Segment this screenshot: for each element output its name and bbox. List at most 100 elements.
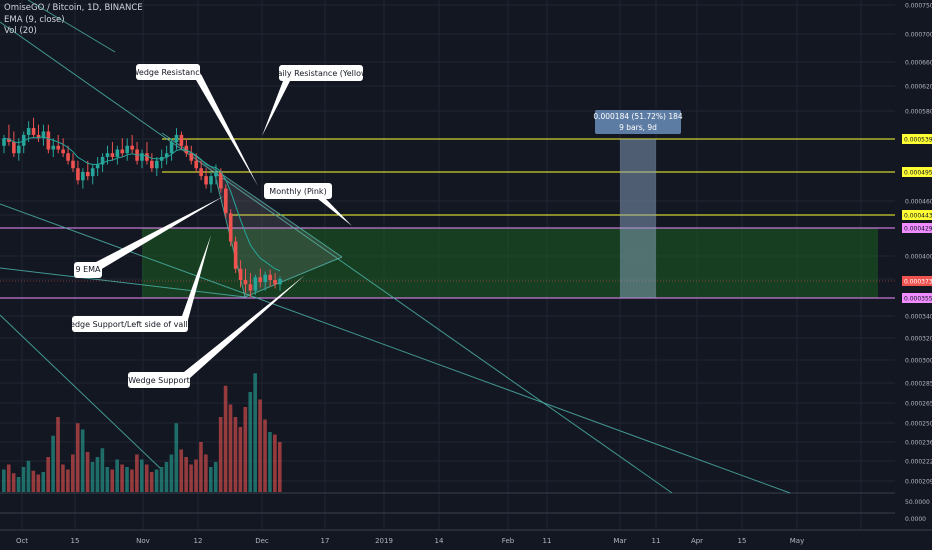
volume-bar [273, 434, 277, 492]
price-tick-label: 0.000750 [905, 3, 932, 10]
time-axis[interactable]: Oct 15 Nov 12 Dec 17 2019 14 Feb 11 Mar 11 Apr 15 May [0, 529, 932, 550]
price-label-box [902, 223, 932, 233]
volume-bar [11, 473, 16, 492]
price-label-text: 0.000539 [904, 137, 932, 144]
price-tick-label: 0.000620 [905, 84, 932, 91]
measure-change-label: 0.000184 (51.72%) 184 [593, 112, 683, 121]
time-tick-label: 2019 [375, 537, 393, 545]
callout-pointer [318, 199, 352, 226]
volume-tick-label: 0.0000 [905, 516, 926, 523]
candle-body [219, 172, 223, 189]
candle-body [7, 138, 11, 142]
volume-bar [16, 477, 21, 492]
volume-bar [268, 432, 272, 492]
time-tick-label: 15 [71, 537, 80, 545]
callout-pointer [184, 275, 305, 378]
volume-bar [159, 467, 164, 492]
volume-bar [253, 373, 257, 492]
measure-range [620, 139, 656, 298]
volume-bar [209, 467, 213, 492]
candle-body [105, 153, 110, 157]
time-tick-label: 12 [194, 537, 203, 545]
callout-box [136, 64, 200, 80]
measure-bars-label: 9 bars, 9d [619, 123, 657, 132]
ema-label: 9 EMA [75, 265, 101, 274]
volume-bar [140, 459, 144, 492]
candle-body [278, 279, 282, 285]
candle-body [81, 172, 85, 181]
candle-body [233, 241, 238, 269]
volume-bar [56, 417, 60, 492]
candle-body [110, 153, 115, 157]
volume-bar [204, 454, 208, 492]
annotation-callouts [72, 64, 363, 388]
candle-body [253, 277, 258, 291]
callout-pointer [182, 235, 211, 320]
trend-line [0, 314, 161, 469]
ema-line-path [3, 135, 281, 272]
candle-body [204, 176, 208, 185]
trend-line [27, 0, 116, 53]
price-label-text: 0.000429 [904, 226, 932, 233]
target-zone [142, 228, 878, 298]
candle-body [95, 164, 100, 169]
volume-bar [36, 474, 41, 492]
volume-bars [2, 373, 282, 492]
callout-box [72, 316, 188, 332]
candle-body [46, 131, 51, 150]
time-tick-label: 15 [738, 537, 747, 545]
price-label-box [902, 276, 932, 286]
candle-body [154, 160, 159, 169]
candle-body [85, 172, 90, 177]
price-axis[interactable]: 0.000750 0.000700 0.000660 0.000620 0.000580… [895, 0, 932, 550]
price-label-text: 0.000355 [904, 296, 932, 303]
volume-bar [184, 457, 188, 492]
price-label-text: 0.000495 [904, 170, 932, 177]
time-tick-label: May [790, 537, 804, 545]
volume-bar [189, 464, 193, 492]
price-tick-label: 0.000320 [905, 336, 932, 343]
ema-indicator-label: EMA (9, close) [4, 14, 65, 25]
volume-bar [31, 470, 36, 492]
monthly-label: Monthly (Pink) [269, 187, 326, 196]
price-tick-label: 0.000222 [905, 459, 932, 466]
volume-bar [149, 472, 154, 492]
measure-label-box [595, 110, 681, 134]
volume-bar [135, 454, 139, 492]
volume-bar [258, 399, 262, 492]
volume-bar [169, 454, 174, 492]
volume-bar [164, 462, 169, 492]
volume-bar [2, 469, 6, 492]
callout-box [279, 65, 363, 81]
time-tick-label: Dec [255, 537, 269, 545]
price-label-text: 0.000373 [904, 279, 932, 286]
volume-bar [66, 469, 70, 492]
wedge-fill [162, 133, 342, 297]
candle-body [189, 153, 194, 161]
volume-bar [110, 469, 115, 492]
volume-bar [218, 417, 223, 492]
price-label-text: 0.000443 [904, 213, 932, 220]
price-tick-label: 0.000209 [905, 479, 932, 486]
candle-body [258, 277, 263, 283]
candle-body [238, 268, 243, 281]
candle-body [61, 149, 65, 154]
candle-body [125, 145, 130, 154]
candle-body [263, 274, 268, 283]
time-tick-label: Oct [16, 537, 28, 545]
candle-body [184, 145, 189, 154]
volume-bar [100, 448, 105, 492]
callout-pointer [96, 196, 224, 270]
volume-indicator-label: Vol (20) [4, 26, 37, 36]
candle-body [140, 153, 144, 161]
candle-body [21, 134, 26, 146]
callout-box [74, 262, 102, 278]
candle-body [268, 274, 272, 281]
wedge-support-left-label: Wedge Support/Left side of valley [63, 320, 198, 329]
trend-line [0, 267, 246, 298]
volume-bar [21, 467, 26, 492]
trend-line [0, 21, 673, 494]
candle-body [169, 142, 174, 154]
trend-lines [0, 0, 791, 494]
